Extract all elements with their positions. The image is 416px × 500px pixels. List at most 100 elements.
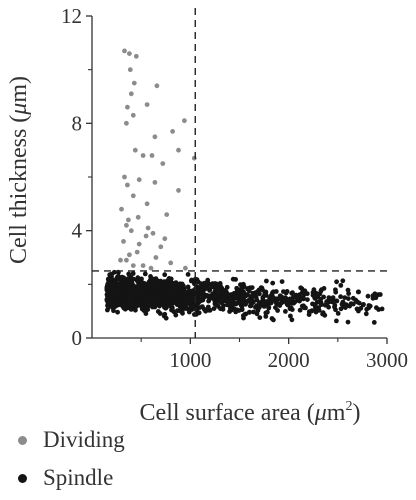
spindle-point: [111, 291, 116, 296]
spindle-point: [263, 292, 268, 297]
spindle-point: [148, 288, 154, 293]
spindle-point: [175, 297, 181, 303]
spindle-point: [217, 281, 223, 286]
spindle-point: [198, 286, 203, 292]
spindle-point: [260, 287, 265, 293]
legend-item-spindle: Spindle: [18, 465, 113, 491]
spindle-point: [253, 290, 259, 295]
dividing-point: [136, 241, 142, 247]
spindle-point: [245, 286, 251, 292]
spindle-point: [162, 311, 168, 317]
spindle-point: [287, 296, 293, 302]
spindle-point: [205, 277, 211, 283]
spindle-point: [338, 294, 343, 300]
spindle-point: [309, 308, 315, 314]
dividing-point: [128, 91, 134, 97]
spindle-point: [164, 285, 170, 291]
y-axis-label-mu: μ: [6, 103, 32, 116]
x-axis-label-mu: μ: [314, 400, 327, 426]
spindle-point: [267, 300, 273, 305]
dividing-point: [124, 222, 129, 228]
spindle-point: [298, 296, 304, 302]
spindle-point: [275, 308, 280, 313]
spindle-point: [126, 298, 132, 304]
spindle-point: [234, 285, 240, 291]
spindle-point: [205, 304, 211, 310]
spindle-point: [283, 309, 288, 314]
spindle-point: [244, 299, 250, 305]
dividing-point: [122, 48, 127, 54]
spindle-point: [279, 279, 285, 284]
x-tick-label: 3000: [366, 348, 408, 372]
spindle-point: [346, 296, 351, 301]
spindle-point: [365, 293, 371, 299]
spindle-point: [251, 309, 256, 315]
spindle-marker-icon: [18, 473, 27, 483]
spindle-point: [342, 295, 348, 300]
y-axis-label-end: ): [6, 76, 32, 84]
dividing-point: [118, 257, 123, 263]
spindle-point: [201, 281, 207, 287]
spindle-point: [177, 281, 183, 287]
spindle-point: [264, 300, 269, 306]
x-axis-ticks: 1000 2000 3000: [140, 338, 408, 372]
spindle-point: [241, 313, 246, 318]
spindle-point: [167, 302, 172, 308]
spindle-point: [319, 302, 324, 307]
legend-label-spindle: Spindle: [43, 465, 114, 490]
spindle-point: [345, 319, 351, 325]
spindle-point: [293, 292, 299, 298]
spindle-point: [284, 289, 290, 294]
spindle-point: [264, 278, 269, 284]
spindle-point: [106, 280, 111, 286]
spindle-point: [364, 306, 370, 312]
dividing-point: [130, 263, 136, 268]
spindle-point: [150, 276, 156, 282]
spindle-point: [289, 317, 295, 323]
spindle-point: [371, 320, 377, 325]
spindle-point: [125, 294, 131, 300]
spindle-point: [203, 286, 209, 291]
spindle-point: [268, 293, 274, 299]
dividing-point: [160, 161, 166, 167]
spindle-point: [216, 287, 221, 292]
spindle-point: [233, 277, 239, 282]
spindle-point: [185, 272, 191, 277]
spindle-point: [271, 317, 276, 323]
dividing-point: [121, 239, 126, 244]
spindle-point: [137, 295, 143, 301]
y-tick-label: 8: [72, 111, 83, 135]
spindle-point: [126, 271, 132, 277]
dividing-point: [140, 263, 146, 268]
spindle-point: [241, 295, 247, 300]
spindle-point: [257, 315, 263, 320]
x-axis-label-text: Cell surface area (: [140, 400, 315, 426]
spindle-point: [118, 296, 124, 302]
dividing-point: [124, 257, 129, 263]
dividing-point: [125, 182, 130, 188]
spindle-point: [171, 287, 177, 292]
spindle-point: [105, 303, 110, 308]
spindle-point: [120, 279, 126, 285]
dividing-point: [191, 155, 197, 161]
spindle-point: [358, 305, 364, 311]
spindle-point: [215, 291, 221, 297]
spindle-point: [126, 290, 132, 295]
dividing-point: [152, 180, 158, 185]
dividing-point: [143, 233, 149, 239]
spindle-point: [318, 296, 324, 302]
dividing-point: [148, 265, 154, 271]
spindle-point: [229, 297, 235, 303]
y-axis-label: Cell thickness (μm): [6, 76, 32, 264]
spindle-point: [306, 312, 312, 317]
spindle-point: [334, 298, 340, 304]
spindle-point: [212, 281, 218, 286]
dividing-point: [150, 230, 156, 236]
spindle-point: [374, 305, 379, 311]
x-axis-label-sup: 2: [345, 399, 352, 414]
spindle-point: [373, 295, 379, 301]
spindle-point: [297, 292, 303, 298]
dividing-point: [176, 147, 181, 153]
spindle-point: [160, 286, 166, 292]
spindle-point: [133, 307, 138, 313]
